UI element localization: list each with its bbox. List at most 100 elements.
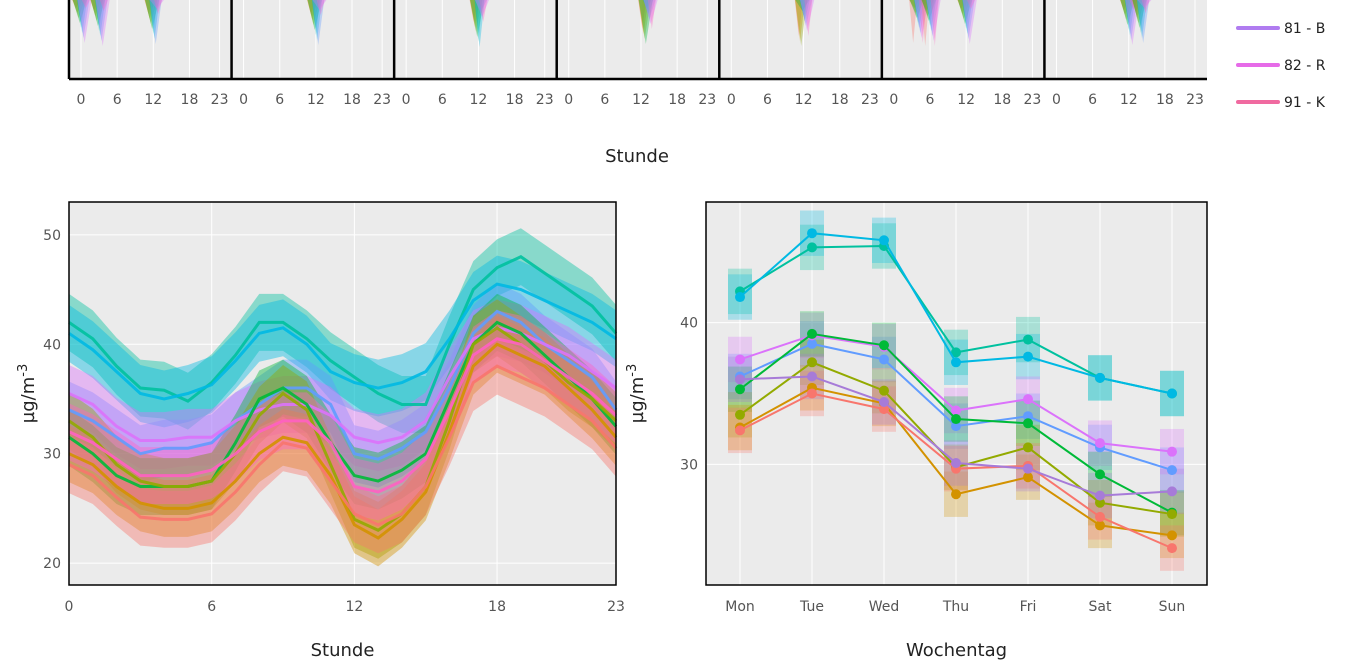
series-point (951, 421, 961, 432)
top-strip-x-tick: 0 (889, 92, 898, 108)
top-strip-band (638, 0, 653, 44)
top-strip-x-tick: 18 (181, 92, 199, 108)
series-line (68, 282, 617, 401)
top-strip-band (149, 0, 162, 44)
top-strip-band (962, 0, 975, 39)
top-strip-band (474, 0, 483, 42)
top-strip-band (72, 0, 81, 8)
top-strip-band (95, 0, 104, 31)
series-point (1095, 469, 1105, 480)
top-strip-band (474, 0, 485, 47)
top-strip-band (921, 0, 936, 21)
series-point (1023, 351, 1033, 362)
x-tick-label: 0 (65, 599, 74, 615)
top-strip-band (1120, 0, 1135, 25)
top-strip-x-axis-title: Stunde (605, 146, 669, 167)
legend-label: 91 - K (1284, 95, 1326, 111)
top-strip-band (154, 0, 163, 14)
top-strip-band (1132, 0, 1145, 23)
plot-frame (68, 201, 617, 586)
series-line (68, 342, 618, 540)
series-band (69, 337, 616, 554)
top-strip-band (926, 0, 935, 26)
series-point (1095, 372, 1105, 383)
top-strip-band (804, 0, 813, 36)
legend-label: 82 - R (1284, 58, 1326, 74)
top-strip-x-tick: 23 (211, 92, 229, 108)
series-line (68, 254, 618, 406)
series-point (1167, 465, 1177, 476)
top-strip-band (1129, 0, 1138, 10)
top-strip-x-tick: 0 (1052, 92, 1061, 108)
top-strip-band (914, 0, 929, 38)
top-strip-band (149, 0, 158, 34)
series-point (1167, 388, 1177, 399)
top-strip-band (1125, 0, 1138, 40)
top-strip-band (638, 0, 647, 29)
top-strip-x-tick: 23 (698, 92, 716, 108)
plot-frame (705, 201, 1208, 586)
top-strip-band (957, 0, 968, 14)
series-point (951, 489, 961, 500)
top-strip-band (475, 0, 490, 17)
x-tick-label: Sat (1089, 599, 1112, 615)
series-point (735, 354, 745, 365)
top-strip-band (913, 0, 922, 23)
top-strip-band (1137, 0, 1152, 8)
top-strip-band (638, 0, 649, 34)
series-point (807, 242, 817, 253)
top-strip-band (643, 0, 658, 24)
top-strip-band (81, 0, 90, 8)
top-strip-band (794, 0, 805, 41)
x-tick-label: 12 (345, 599, 363, 615)
x-tick-label: Wed (869, 599, 900, 615)
top-strip-band (90, 0, 101, 16)
top-strip-band (469, 0, 478, 22)
top-strip-band (307, 0, 322, 30)
top-strip-band (909, 0, 918, 43)
top-strip-band (95, 0, 106, 36)
top-strip-x-tick: 6 (275, 92, 284, 108)
series-point (1095, 520, 1105, 531)
top-strip-x-tick: 23 (1186, 92, 1204, 108)
top-strip-band (312, 0, 325, 45)
top-strip-band (144, 0, 153, 14)
top-strip-band (77, 0, 90, 38)
top-strip-band (914, 0, 927, 33)
series-point (1023, 472, 1033, 483)
series-point (807, 328, 817, 339)
top-strip-band (909, 0, 922, 13)
top-strip-band (1124, 0, 1133, 30)
series-point (879, 404, 889, 415)
top-strip-band (149, 0, 160, 39)
series-band (69, 228, 616, 433)
top-strip-x-tick: 0 (564, 92, 573, 108)
top-strip-band (72, 0, 83, 13)
series-point (1167, 509, 1177, 520)
top-strip-band (962, 0, 971, 29)
top-strip-x-tick: 0 (727, 92, 736, 108)
x-tick-label: 23 (607, 599, 625, 615)
top-strip-x-tick: 12 (957, 92, 975, 108)
top-strip-x-tick: 12 (1120, 92, 1138, 108)
y-tick-label: 50 (43, 228, 61, 244)
top-strip-band (909, 0, 920, 8)
top-strip-band (77, 0, 92, 43)
series-point (1167, 486, 1177, 497)
top-strip-band (474, 0, 487, 12)
top-strip-band (90, 0, 99, 11)
series-point (951, 414, 961, 425)
x-tick-label: 18 (488, 599, 506, 615)
top-strip-band (799, 0, 810, 21)
top-strip-band (316, 0, 325, 15)
series-point (879, 354, 889, 365)
series-band (69, 310, 616, 521)
top-strip-x-tick: 23 (1024, 92, 1042, 108)
top-strip-band (926, 0, 939, 36)
series-point (807, 388, 817, 399)
top-strip-band (470, 0, 485, 37)
top-strip-x-tick: 0 (239, 92, 248, 108)
series-line (68, 309, 618, 461)
top-strip-x-tick: 18 (1156, 92, 1174, 108)
series-point (879, 385, 889, 396)
